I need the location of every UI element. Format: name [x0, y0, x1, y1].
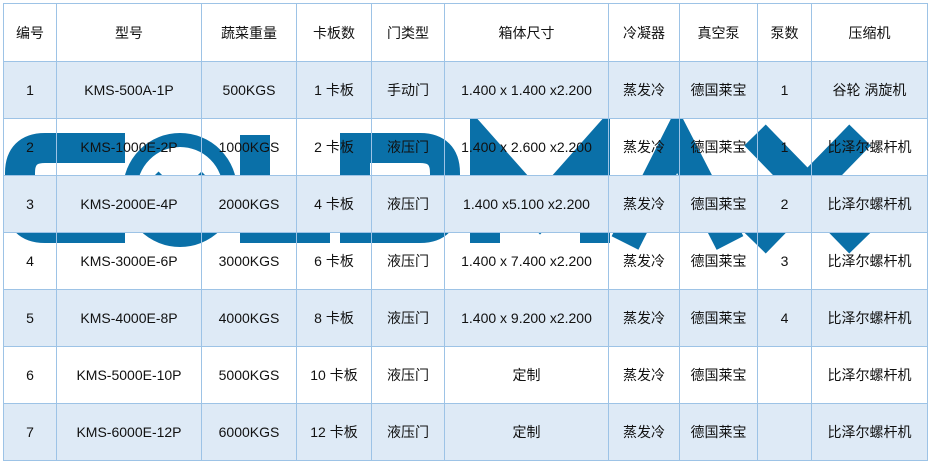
cell-vegetable-weight: 5000KGS [201, 346, 297, 404]
cell-no: 2 [3, 118, 57, 176]
cell-no: 1 [3, 61, 57, 119]
cell-no: 6 [3, 346, 57, 404]
table-header-row: 编号 型号 蔬菜重量 卡板数 门类型 箱体尺寸 冷凝器 真空泵 泵数 压缩机 [3, 3, 928, 62]
cell-model: KMS-5000E-10P [56, 346, 202, 404]
table-row: 2 KMS-1000E-2P 1000KGS 2 卡板 液压门 1.400 x 2.600… [3, 118, 928, 176]
cell-no: 3 [3, 175, 57, 233]
cell-vegetable-weight: 6000KGS [201, 403, 297, 461]
cell-chamber-size: 1.400 x5.100 x2.200 [444, 175, 609, 233]
table-row: 6 KMS-5000E-10P 5000KGS 10 卡板 液压门 定制 蒸发冷 德国莱宝 比泽… [3, 346, 928, 404]
header-door-type: 门类型 [371, 3, 445, 62]
cell-vacuum-pump: 德国莱宝 [679, 232, 758, 290]
cell-compressor: 比泽尔螺杆机 [811, 346, 928, 404]
cell-vacuum-pump: 德国莱宝 [679, 118, 758, 176]
cell-pump-count: 3 [757, 232, 812, 290]
header-pump-count: 泵数 [757, 3, 812, 62]
cell-chamber-size: 定制 [444, 403, 609, 461]
cell-vacuum-pump: 德国莱宝 [679, 403, 758, 461]
header-vegetable-weight: 蔬菜重量 [201, 3, 297, 62]
cell-pump-count: 1 [757, 118, 812, 176]
cell-vegetable-weight: 500KGS [201, 61, 297, 119]
header-condenser: 冷凝器 [608, 3, 680, 62]
cell-condenser: 蒸发冷 [608, 61, 680, 119]
cell-vegetable-weight: 1000KGS [201, 118, 297, 176]
cell-vegetable-weight: 4000KGS [201, 289, 297, 347]
table-row: 4 KMS-3000E-6P 3000KGS 6 卡板 液压门 1.400 x 7.400… [3, 232, 928, 290]
cell-compressor: 谷轮 涡旋机 [811, 61, 928, 119]
cell-model: KMS-1000E-2P [56, 118, 202, 176]
table-row: 3 KMS-2000E-4P 2000KGS 4 卡板 液压门 1.400 x5.100 … [3, 175, 928, 233]
table-row: 7 KMS-6000E-12P 6000KGS 12 卡板 液压门 定制 蒸发冷 德国莱宝 比泽… [3, 403, 928, 461]
cell-condenser: 蒸发冷 [608, 346, 680, 404]
cell-door-type: 液压门 [371, 118, 445, 176]
header-compressor: 压缩机 [811, 3, 928, 62]
table-row: 1 KMS-500A-1P 500KGS 1 卡板 手动门 1.400 x 1.400 x… [3, 61, 928, 119]
cell-no: 4 [3, 232, 57, 290]
cell-vacuum-pump: 德国莱宝 [679, 289, 758, 347]
cell-model: KMS-2000E-4P [56, 175, 202, 233]
cell-pallets: 8 卡板 [296, 289, 372, 347]
cell-model: KMS-500A-1P [56, 61, 202, 119]
cell-chamber-size: 1.400 x 2.600 x2.200 [444, 118, 609, 176]
cell-no: 5 [3, 289, 57, 347]
cell-vacuum-pump: 德国莱宝 [679, 61, 758, 119]
cell-condenser: 蒸发冷 [608, 289, 680, 347]
cell-pump-count: 1 [757, 61, 812, 119]
header-model: 型号 [56, 3, 202, 62]
header-vacuum-pump: 真空泵 [679, 3, 758, 62]
table-row: 5 KMS-4000E-8P 4000KGS 8 卡板 液压门 1.400 x 9.200… [3, 289, 928, 347]
product-spec-table: 编号 型号 蔬菜重量 卡板数 门类型 箱体尺寸 冷凝器 真空泵 泵数 压缩机 1 KMS-500A-… [3, 3, 928, 461]
cell-chamber-size: 定制 [444, 346, 609, 404]
cell-model: KMS-3000E-6P [56, 232, 202, 290]
cell-model: KMS-4000E-8P [56, 289, 202, 347]
cell-pump-count [757, 346, 812, 404]
cell-no: 7 [3, 403, 57, 461]
cell-compressor: 比泽尔螺杆机 [811, 289, 928, 347]
cell-door-type: 液压门 [371, 232, 445, 290]
header-no: 编号 [3, 3, 57, 62]
cell-pallets: 10 卡板 [296, 346, 372, 404]
cell-pallets: 2 卡板 [296, 118, 372, 176]
cell-chamber-size: 1.400 x 1.400 x2.200 [444, 61, 609, 119]
cell-chamber-size: 1.400 x 9.200 x2.200 [444, 289, 609, 347]
cell-vegetable-weight: 3000KGS [201, 232, 297, 290]
cell-pump-count: 2 [757, 175, 812, 233]
cell-condenser: 蒸发冷 [608, 118, 680, 176]
cell-door-type: 液压门 [371, 175, 445, 233]
header-pallets: 卡板数 [296, 3, 372, 62]
cell-vegetable-weight: 2000KGS [201, 175, 297, 233]
cell-condenser: 蒸发冷 [608, 232, 680, 290]
cell-vacuum-pump: 德国莱宝 [679, 346, 758, 404]
cell-pallets: 12 卡板 [296, 403, 372, 461]
header-chamber-size: 箱体尺寸 [444, 3, 609, 62]
cell-model: KMS-6000E-12P [56, 403, 202, 461]
cell-compressor: 比泽尔螺杆机 [811, 118, 928, 176]
cell-compressor: 比泽尔螺杆机 [811, 403, 928, 461]
cell-compressor: 比泽尔螺杆机 [811, 175, 928, 233]
cell-pallets: 1 卡板 [296, 61, 372, 119]
cell-compressor: 比泽尔螺杆机 [811, 232, 928, 290]
cell-condenser: 蒸发冷 [608, 175, 680, 233]
cell-pallets: 4 卡板 [296, 175, 372, 233]
cell-pump-count [757, 403, 812, 461]
cell-condenser: 蒸发冷 [608, 403, 680, 461]
cell-pallets: 6 卡板 [296, 232, 372, 290]
cell-vacuum-pump: 德国莱宝 [679, 175, 758, 233]
cell-door-type: 手动门 [371, 61, 445, 119]
cell-door-type: 液压门 [371, 346, 445, 404]
cell-door-type: 液压门 [371, 403, 445, 461]
cell-pump-count: 4 [757, 289, 812, 347]
cell-chamber-size: 1.400 x 7.400 x2.200 [444, 232, 609, 290]
cell-door-type: 液压门 [371, 289, 445, 347]
